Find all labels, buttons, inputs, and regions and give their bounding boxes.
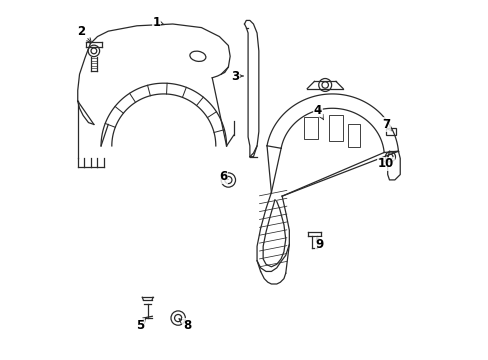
Text: 9: 9: [315, 237, 323, 251]
Text: 10: 10: [377, 157, 393, 170]
Text: 8: 8: [179, 319, 191, 332]
Text: 3: 3: [231, 69, 243, 82]
Text: 6: 6: [219, 170, 227, 183]
Text: 1: 1: [152, 16, 164, 29]
Text: 7: 7: [381, 118, 390, 131]
Text: 4: 4: [313, 104, 323, 120]
Text: 5: 5: [136, 319, 145, 332]
Text: 2: 2: [77, 25, 91, 42]
